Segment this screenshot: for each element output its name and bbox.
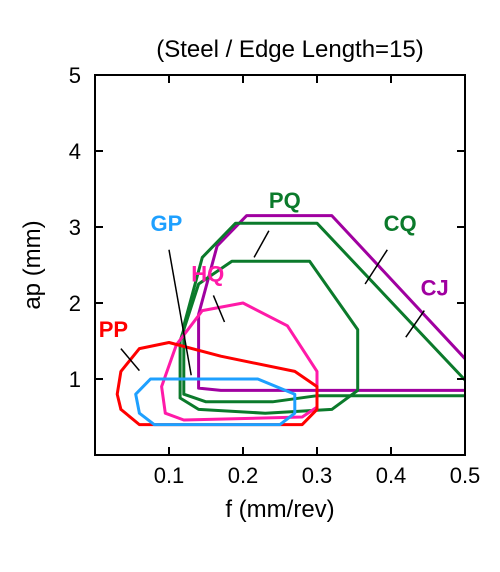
xtick-label: 0.1: [154, 463, 185, 488]
chart-title: (Steel / Edge Length=15): [156, 36, 424, 63]
ytick-label: 1: [69, 367, 81, 392]
xtick-label: 0.3: [302, 463, 333, 488]
xtick-label: 0.4: [376, 463, 407, 488]
chart-svg: (Steel / Edge Length=15) 0.1 0.2 0.3 0.4 0.5 1…: [0, 0, 500, 572]
label-pp: PP: [99, 317, 128, 342]
ytick-label: 2: [69, 291, 81, 316]
xtick-label: 0.2: [228, 463, 259, 488]
label-cj: CJ: [421, 275, 449, 300]
label-pq: PQ: [269, 188, 301, 213]
y-axis-label: ap (mm): [19, 220, 46, 309]
ytick-label: 5: [69, 63, 81, 88]
ytick-label: 3: [69, 215, 81, 240]
chart-container: (Steel / Edge Length=15) 0.1 0.2 0.3 0.4 0.5 1…: [0, 0, 500, 572]
ytick-label: 4: [69, 139, 81, 164]
label-hq: HQ: [191, 262, 224, 287]
label-cq: CQ: [384, 211, 417, 236]
x-axis-label: f (mm/rev): [225, 496, 334, 523]
xtick-label: 0.5: [450, 463, 481, 488]
label-gp: GP: [151, 211, 183, 236]
